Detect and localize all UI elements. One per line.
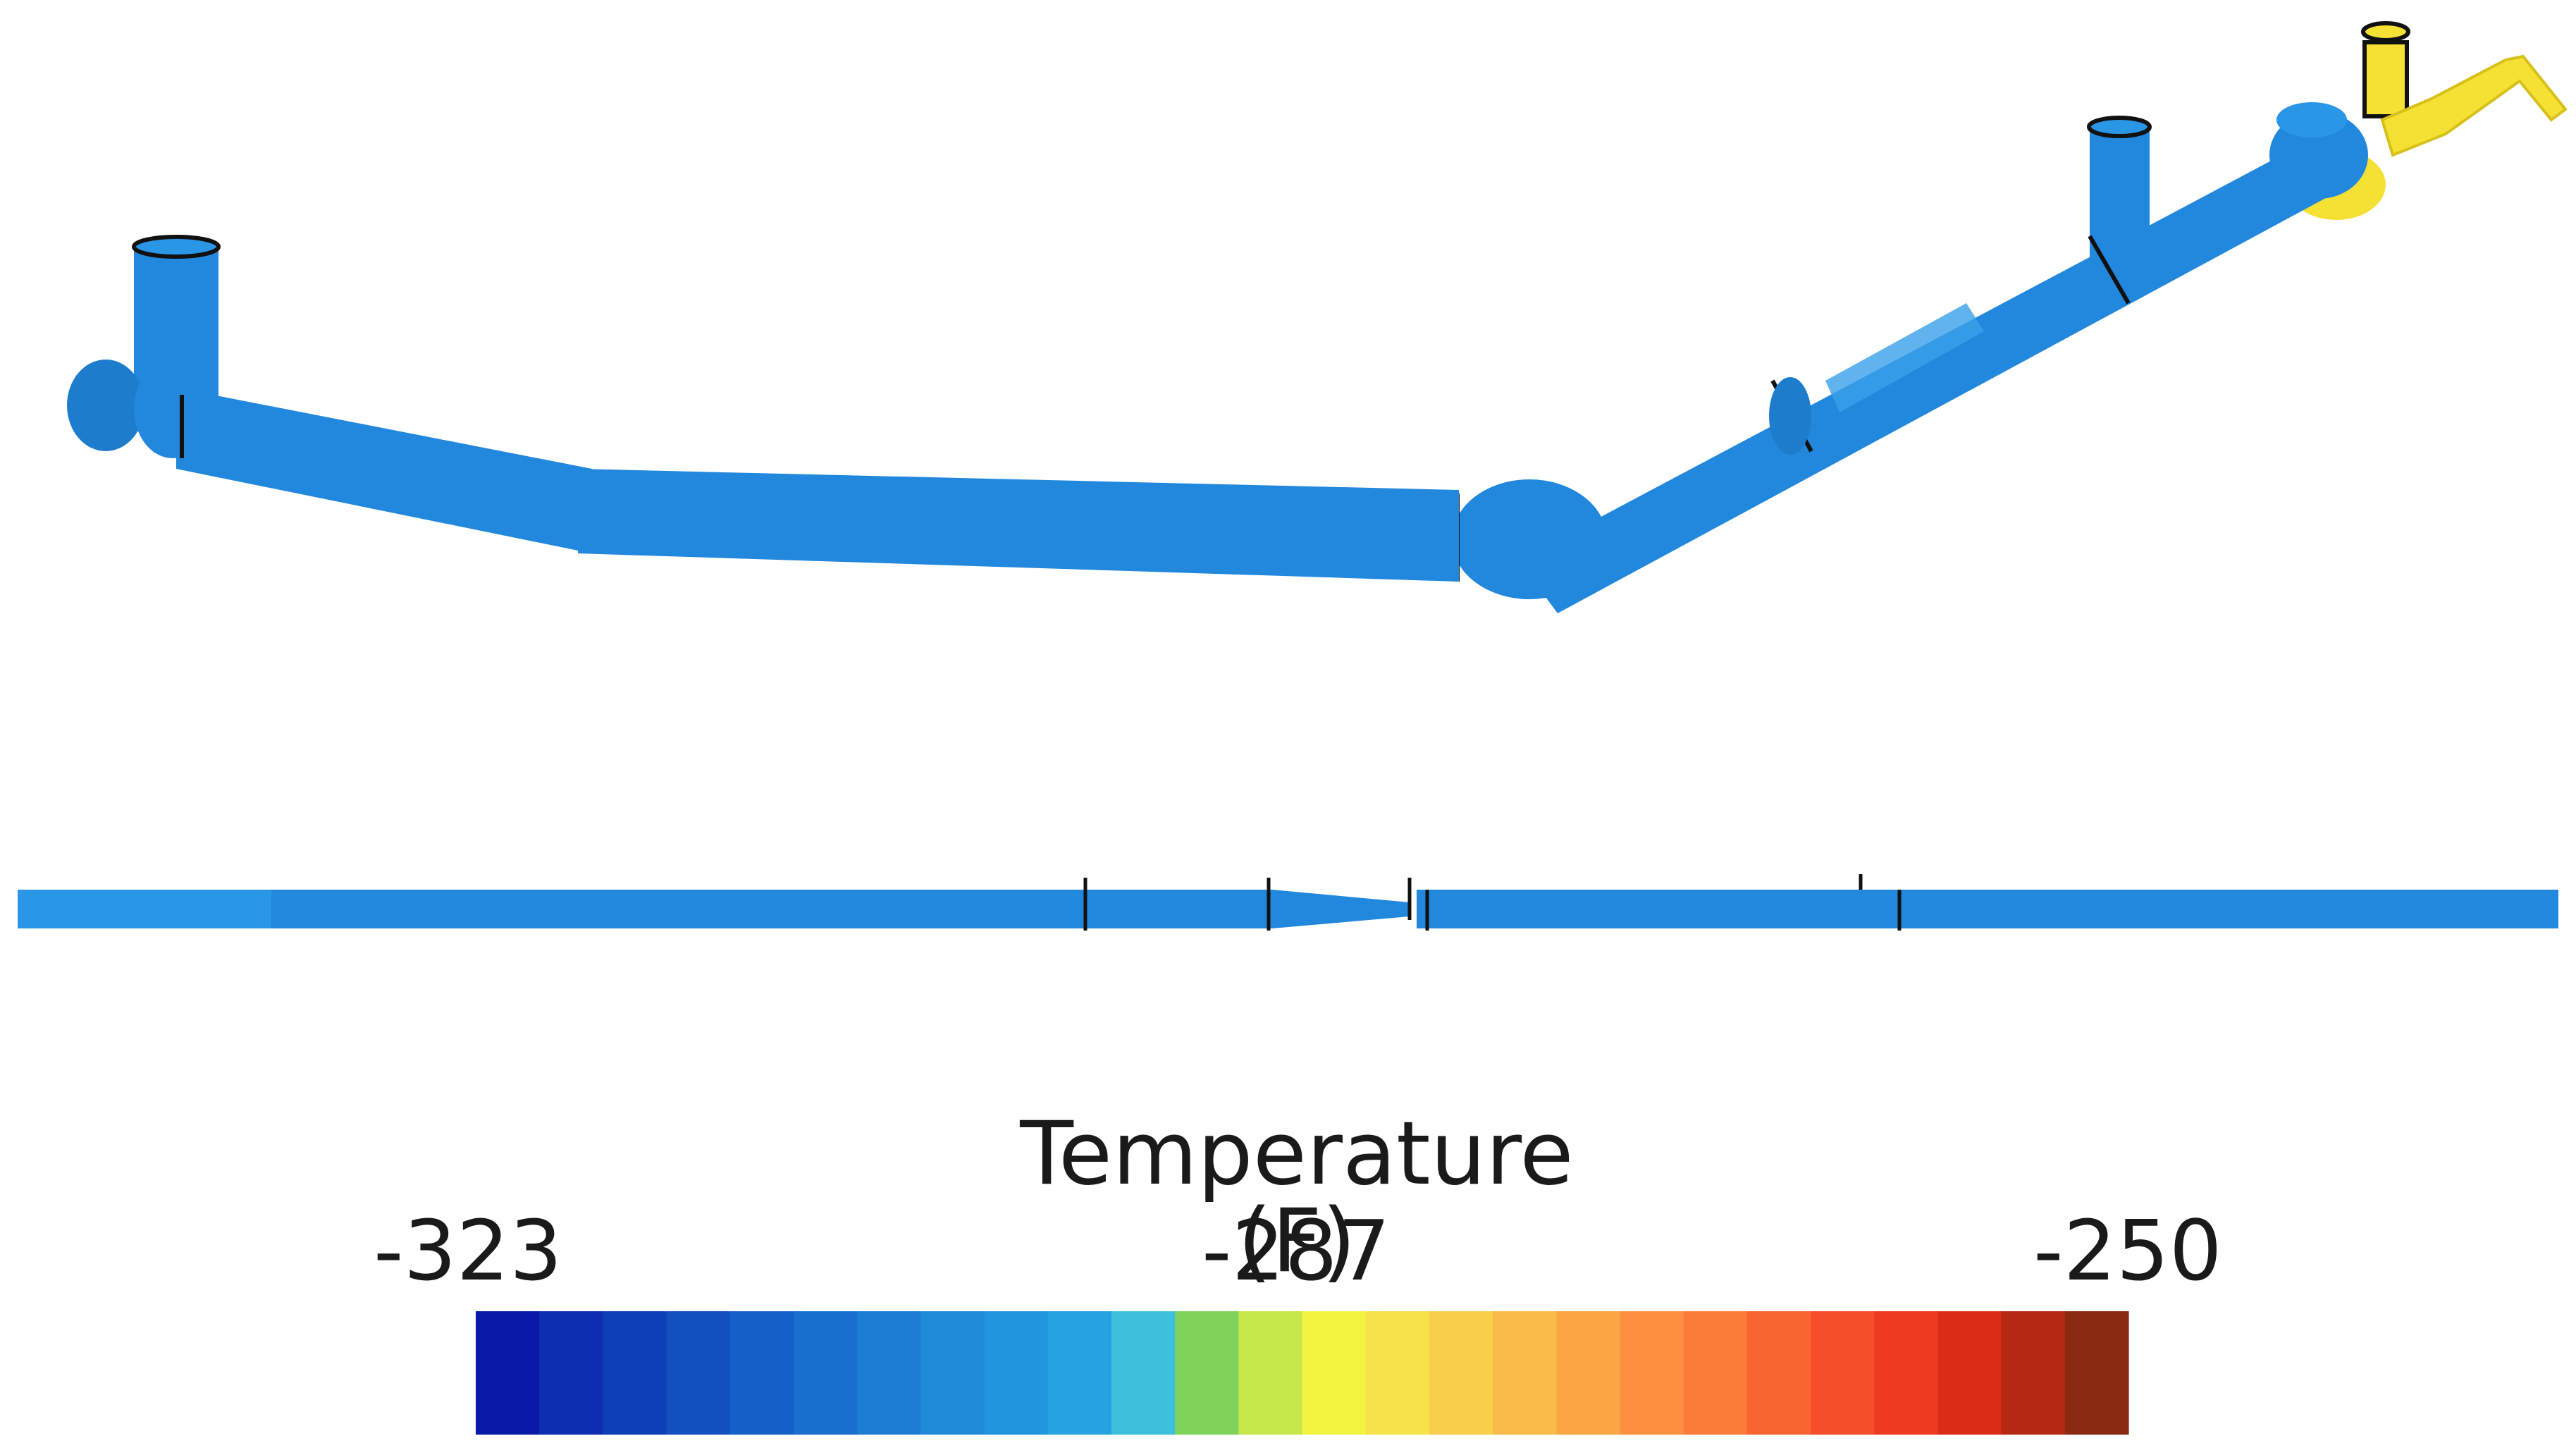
colorbar-swatch bbox=[1811, 1311, 1875, 1435]
colorbar-swatch bbox=[1365, 1311, 1430, 1435]
side-pipe-reducer bbox=[1272, 890, 1410, 928]
warm-branch-pipe bbox=[2380, 54, 2568, 157]
colorbar-swatch bbox=[476, 1311, 540, 1435]
left-end-cap bbox=[67, 360, 144, 451]
colorbar-swatch bbox=[1493, 1311, 1557, 1435]
colorbar-tick-min: -323 bbox=[374, 1202, 562, 1299]
colorbar-swatch bbox=[1937, 1311, 2002, 1435]
colorbar-swatch bbox=[1683, 1311, 1748, 1435]
colorbar-tick-mid: -287 bbox=[1202, 1202, 1391, 1299]
colorbar-swatch bbox=[1047, 1311, 1112, 1435]
colorbar-swatch bbox=[666, 1311, 731, 1435]
colorbar-swatch bbox=[793, 1311, 858, 1435]
pipe-3d-view bbox=[67, 21, 2568, 613]
colorbar-swatch bbox=[1874, 1311, 1939, 1435]
colorbar-swatch bbox=[1111, 1311, 1176, 1435]
colorbar-swatch bbox=[2001, 1311, 2066, 1435]
colorbar-swatch bbox=[1302, 1311, 1367, 1435]
colorbar-swatch bbox=[1238, 1311, 1303, 1435]
diagonal-pipe-highlight bbox=[1825, 303, 1984, 412]
colorbar-swatch bbox=[1556, 1311, 1621, 1435]
colorbar-swatch bbox=[729, 1311, 794, 1435]
diagonal-joint bbox=[1769, 377, 1811, 455]
colorbar-swatch bbox=[603, 1311, 667, 1435]
colorbar-swatch bbox=[1175, 1311, 1239, 1435]
colorbar-swatch bbox=[857, 1311, 921, 1435]
pipe-side-view bbox=[18, 874, 2558, 931]
colorbar-swatch bbox=[1746, 1311, 1811, 1435]
left-vertical-stub-cap bbox=[132, 235, 221, 259]
colorbar-swatch bbox=[1429, 1311, 1493, 1435]
horizontal-pipe-segment bbox=[578, 469, 1459, 582]
warm-riser-pipe bbox=[2362, 40, 2409, 118]
colorbar-title: Temperature (F) bbox=[1020, 1103, 1574, 1292]
diagonal-flange-2 bbox=[2088, 235, 2131, 305]
colorbar-swatch bbox=[2064, 1311, 2129, 1435]
side-pipe-left-highlight bbox=[18, 890, 271, 928]
colorbar-swatch bbox=[539, 1311, 603, 1435]
side-pipe-right bbox=[1417, 890, 2558, 928]
blue-elbow-top-right-cap bbox=[2276, 102, 2347, 137]
colorbar-swatch bbox=[920, 1311, 985, 1435]
colorbar-swatch bbox=[1620, 1311, 1684, 1435]
left-diagonal-pipe bbox=[176, 388, 592, 553]
warm-riser-cap bbox=[2361, 21, 2410, 42]
colorbar-swatch bbox=[984, 1311, 1049, 1435]
temperature-colorbar bbox=[476, 1311, 2129, 1435]
left-elbow bbox=[134, 360, 211, 458]
bottom-elbow bbox=[1452, 479, 1607, 599]
right-vertical-stub-cap bbox=[2087, 116, 2152, 138]
diagonal-pipe-segment bbox=[1519, 141, 2340, 613]
colorbar-tick-max: -250 bbox=[2033, 1202, 2222, 1299]
